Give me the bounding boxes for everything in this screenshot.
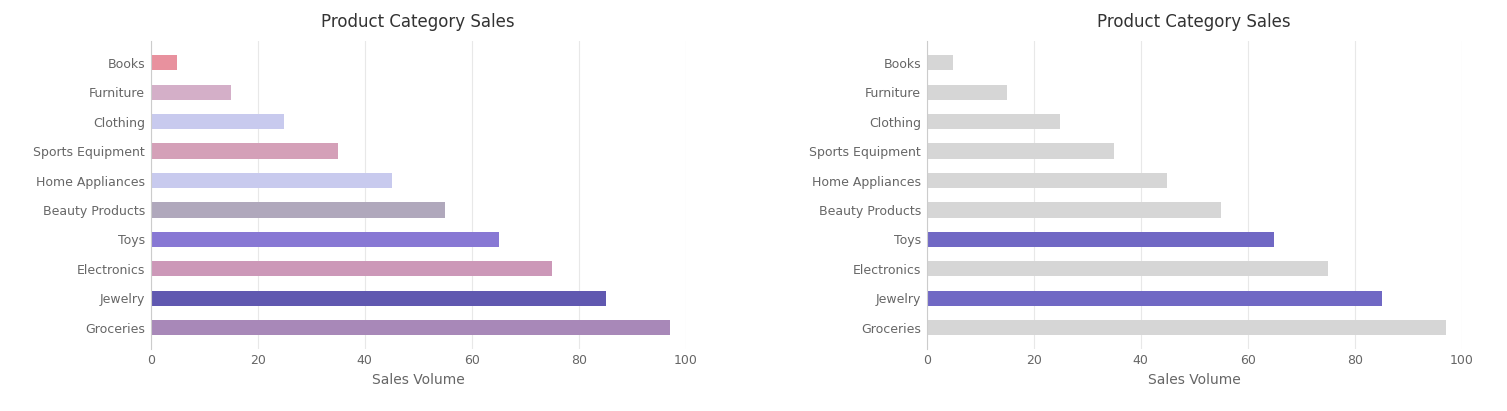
Bar — [927, 320, 1445, 335]
Bar — [151, 202, 445, 217]
X-axis label: Sales Volume: Sales Volume — [1148, 373, 1240, 387]
Bar — [927, 291, 1382, 306]
Bar — [927, 55, 954, 70]
Bar — [151, 291, 606, 306]
Bar — [151, 143, 338, 159]
Bar — [151, 173, 392, 188]
Bar — [927, 173, 1168, 188]
Title: Product Category Sales: Product Category Sales — [1097, 13, 1291, 31]
Bar — [927, 85, 1007, 100]
Bar — [151, 55, 178, 70]
Bar — [151, 114, 285, 129]
Bar — [927, 232, 1275, 247]
Bar — [927, 261, 1328, 277]
Bar — [151, 261, 552, 277]
Bar — [927, 202, 1221, 217]
Bar — [151, 320, 669, 335]
Title: Product Category Sales: Product Category Sales — [321, 13, 515, 31]
Bar — [151, 232, 499, 247]
Bar — [927, 114, 1061, 129]
Bar — [151, 85, 231, 100]
X-axis label: Sales Volume: Sales Volume — [372, 373, 464, 387]
Bar — [927, 143, 1114, 159]
